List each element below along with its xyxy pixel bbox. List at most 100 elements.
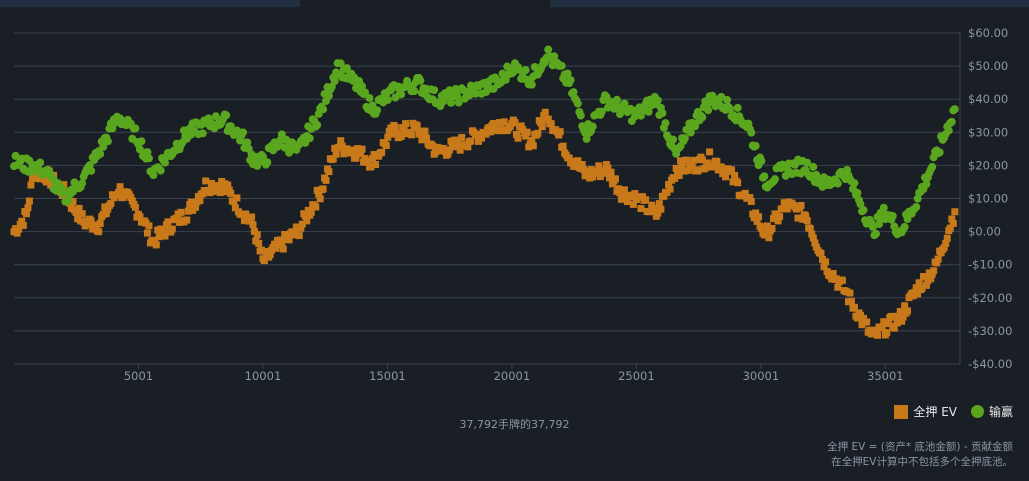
winnings-marker	[78, 179, 87, 188]
top-tab-right[interactable]	[550, 0, 1029, 7]
legend-item-winnings[interactable]: 输赢	[970, 403, 1013, 420]
x-tick-label: 5001	[124, 369, 153, 383]
legend-label-winnings: 输赢	[988, 405, 1013, 419]
winnings-marker	[527, 80, 536, 89]
ev-marker	[486, 128, 494, 136]
ev-marker	[316, 195, 324, 203]
winnings-marker	[853, 188, 862, 197]
winnings-marker	[430, 86, 439, 95]
ev-marker	[104, 205, 112, 213]
ev-marker	[145, 222, 153, 230]
allin-ev-footnote: 全押 EV = (资产* 底池金额) - 贡献金额 在全押EV计算中不包括多个全…	[827, 440, 1013, 470]
ev-marker	[655, 200, 663, 208]
winnings-marker	[888, 212, 897, 221]
ev-marker	[24, 204, 32, 212]
winnings-marker	[305, 134, 314, 143]
y-tick-label: -$40.00	[968, 357, 1012, 371]
ev-marker	[253, 231, 261, 239]
ev-marker	[295, 232, 303, 240]
ev-marker	[694, 167, 702, 175]
x-tick-label: 10001	[245, 369, 282, 383]
ev-marker	[617, 195, 625, 203]
square-marker-icon	[894, 404, 909, 419]
ev-marker	[912, 284, 920, 292]
winnings-marker	[566, 76, 575, 85]
ev-marker	[808, 230, 816, 238]
winnings-marker	[922, 180, 931, 189]
ev-marker	[915, 279, 923, 287]
winnings-marker	[950, 105, 959, 114]
ev-marker	[949, 219, 957, 227]
ev-marker	[421, 127, 429, 135]
ev-marker	[838, 276, 846, 284]
ev-marker	[248, 213, 256, 221]
ev-marker	[242, 210, 250, 218]
ev-marker	[872, 328, 880, 336]
ev-marker	[904, 307, 912, 315]
winnings-marker	[544, 45, 553, 54]
ev-marker	[224, 181, 232, 189]
ev-marker	[13, 229, 21, 237]
winnings-marker	[342, 64, 351, 73]
winnings-marker	[416, 76, 425, 85]
x-tick-label: 20001	[494, 369, 531, 383]
ev-marker	[364, 157, 372, 165]
winnings-marker	[726, 105, 735, 114]
ev-marker	[752, 209, 760, 217]
ev-marker	[231, 204, 239, 212]
winnings-marker	[361, 88, 370, 97]
ev-marker	[173, 214, 181, 222]
ev-marker	[202, 177, 210, 185]
ev-marker	[774, 217, 782, 225]
ev-marker	[358, 145, 366, 153]
ev-marker	[847, 297, 855, 305]
winnings-marker	[515, 65, 524, 74]
ev-marker	[657, 205, 665, 213]
ev-marker	[660, 192, 668, 200]
ev-marker	[809, 234, 817, 242]
ev-marker	[233, 194, 241, 202]
ev-marker	[143, 229, 151, 237]
y-tick-label: -$10.00	[968, 258, 1012, 272]
winnings-marker	[108, 124, 117, 133]
ev-marker	[522, 132, 530, 140]
ev-marker	[279, 245, 287, 253]
winnings-marker	[156, 166, 165, 175]
ev-marker	[710, 161, 718, 169]
ev-marker	[467, 137, 475, 145]
ev-marker	[319, 185, 327, 193]
ev-marker	[291, 231, 299, 239]
winnings-marker	[397, 90, 406, 99]
winnings-marker	[365, 93, 374, 102]
winnings-marker	[900, 222, 909, 231]
ev-marker	[212, 187, 220, 195]
ev-marker	[322, 176, 330, 184]
ev-marker	[763, 222, 771, 230]
ev-marker	[898, 317, 906, 325]
winnings-marker	[25, 156, 34, 165]
ev-marker	[760, 231, 768, 239]
legend-item-allin-ev[interactable]: 全押 EV	[894, 403, 957, 420]
ev-marker	[529, 142, 537, 150]
ev-marker	[271, 240, 279, 248]
ev-marker	[184, 207, 192, 215]
winnings-marker	[471, 89, 480, 98]
ev-marker	[802, 212, 810, 220]
ev-marker	[559, 142, 567, 150]
winnings-marker	[698, 113, 707, 122]
ev-marker	[168, 225, 176, 233]
winnings-marker	[563, 69, 572, 78]
ev-marker	[757, 224, 765, 232]
winnings-marker	[143, 148, 152, 157]
ev-marker	[688, 163, 696, 171]
ev-marker	[602, 161, 610, 169]
top-tab-left[interactable]	[0, 0, 300, 7]
winnings-marker	[64, 196, 73, 205]
ev-marker	[445, 146, 453, 154]
winnings-marker	[11, 151, 20, 160]
ev-marker	[36, 175, 44, 183]
winnings-marker	[856, 200, 865, 209]
ev-marker	[96, 219, 104, 227]
x-tick-label: 25001	[618, 369, 655, 383]
winnings-marker	[686, 128, 695, 137]
